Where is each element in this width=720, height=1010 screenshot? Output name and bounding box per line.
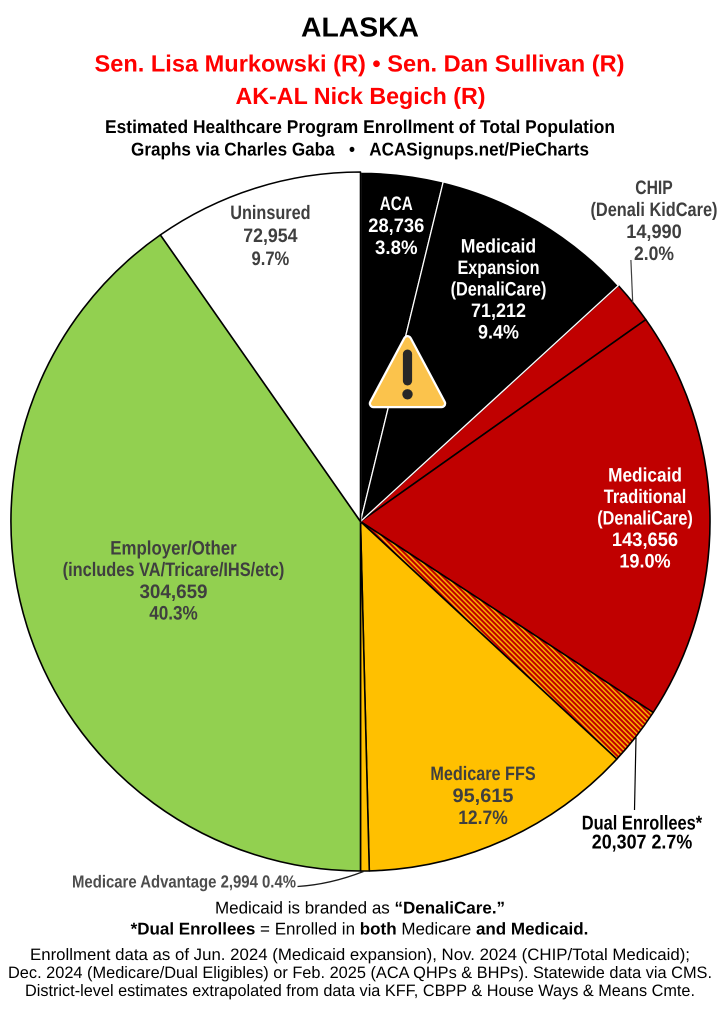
svg-text:District-level estimates extra: District-level estimates extrapolated fr… [25,982,695,1000]
svg-text:Medicare Advantage 2,994 0.4%: Medicare Advantage 2,994 0.4% [72,872,296,892]
svg-text:Graphs via Charles Gaba •: Graphs via Charles Gaba • ACASignups.net… [131,139,589,160]
svg-text:143,656: 143,656 [612,529,678,551]
svg-text:72,954: 72,954 [243,225,297,247]
svg-text:12.7%: 12.7% [458,807,508,829]
svg-text:14,990: 14,990 [626,221,682,243]
svg-text:(includes VA/Tricare/IHS/etc): (includes VA/Tricare/IHS/etc) [63,559,285,581]
svg-text:9.4%: 9.4% [478,321,519,343]
svg-text:Estimated Healthcare Program E: Estimated Healthcare Program Enrollment … [105,116,615,137]
svg-text:3.8%: 3.8% [375,237,418,259]
svg-text:304,659: 304,659 [139,581,207,603]
svg-text:Dual Enrollees*: Dual Enrollees* [582,813,703,835]
svg-text:Employer/Other: Employer/Other [110,538,237,560]
svg-text:*Dual Enrollees = Enrolled in: *Dual Enrollees = Enrolled in both Medic… [131,920,589,939]
svg-text:2.0%: 2.0% [634,243,674,265]
svg-text:Medicaid: Medicaid [608,465,682,487]
svg-text:Uninsured: Uninsured [230,202,310,224]
svg-text:CHIP: CHIP [635,177,673,199]
svg-text:ACA: ACA [380,193,413,215]
svg-text:(DenaliCare): (DenaliCare) [451,278,547,300]
svg-text:28,736: 28,736 [368,215,424,237]
svg-text:19.0%: 19.0% [619,551,670,573]
svg-text:(Denali KidCare): (Denali KidCare) [591,199,718,221]
svg-text:Medicaid: Medicaid [461,235,536,257]
svg-text:ALASKA: ALASKA [301,11,419,42]
svg-text:Dec. 2024 (Medicare/Dual Eligi: Dec. 2024 (Medicare/Dual Eligibles) or F… [8,964,712,982]
svg-text:71,212: 71,212 [471,300,526,322]
svg-text:Medicare FFS: Medicare FFS [430,763,535,785]
svg-text:Medicaid is branded as “Denali: Medicaid is branded as “DenaliCare.” [215,899,505,918]
svg-text:9.7%: 9.7% [252,248,290,270]
svg-text:Enrollment data as of Jun. 202: Enrollment data as of Jun. 2024 (Medicai… [30,946,690,964]
svg-text:Expansion: Expansion [457,257,539,279]
svg-text:95,615: 95,615 [453,785,514,807]
svg-text:40.3%: 40.3% [149,603,198,625]
svg-text:(DenaliCare): (DenaliCare) [597,508,693,530]
svg-text:Traditional: Traditional [604,486,687,508]
svg-text:Sen. Lisa Murkowski (R) • Sen.: Sen. Lisa Murkowski (R) • Sen. Dan Sulli… [95,51,625,77]
svg-text:AK-AL Nick Begich (R): AK-AL Nick Begich (R) [236,83,486,109]
svg-text:20,307 2.7%: 20,307 2.7% [592,832,693,854]
